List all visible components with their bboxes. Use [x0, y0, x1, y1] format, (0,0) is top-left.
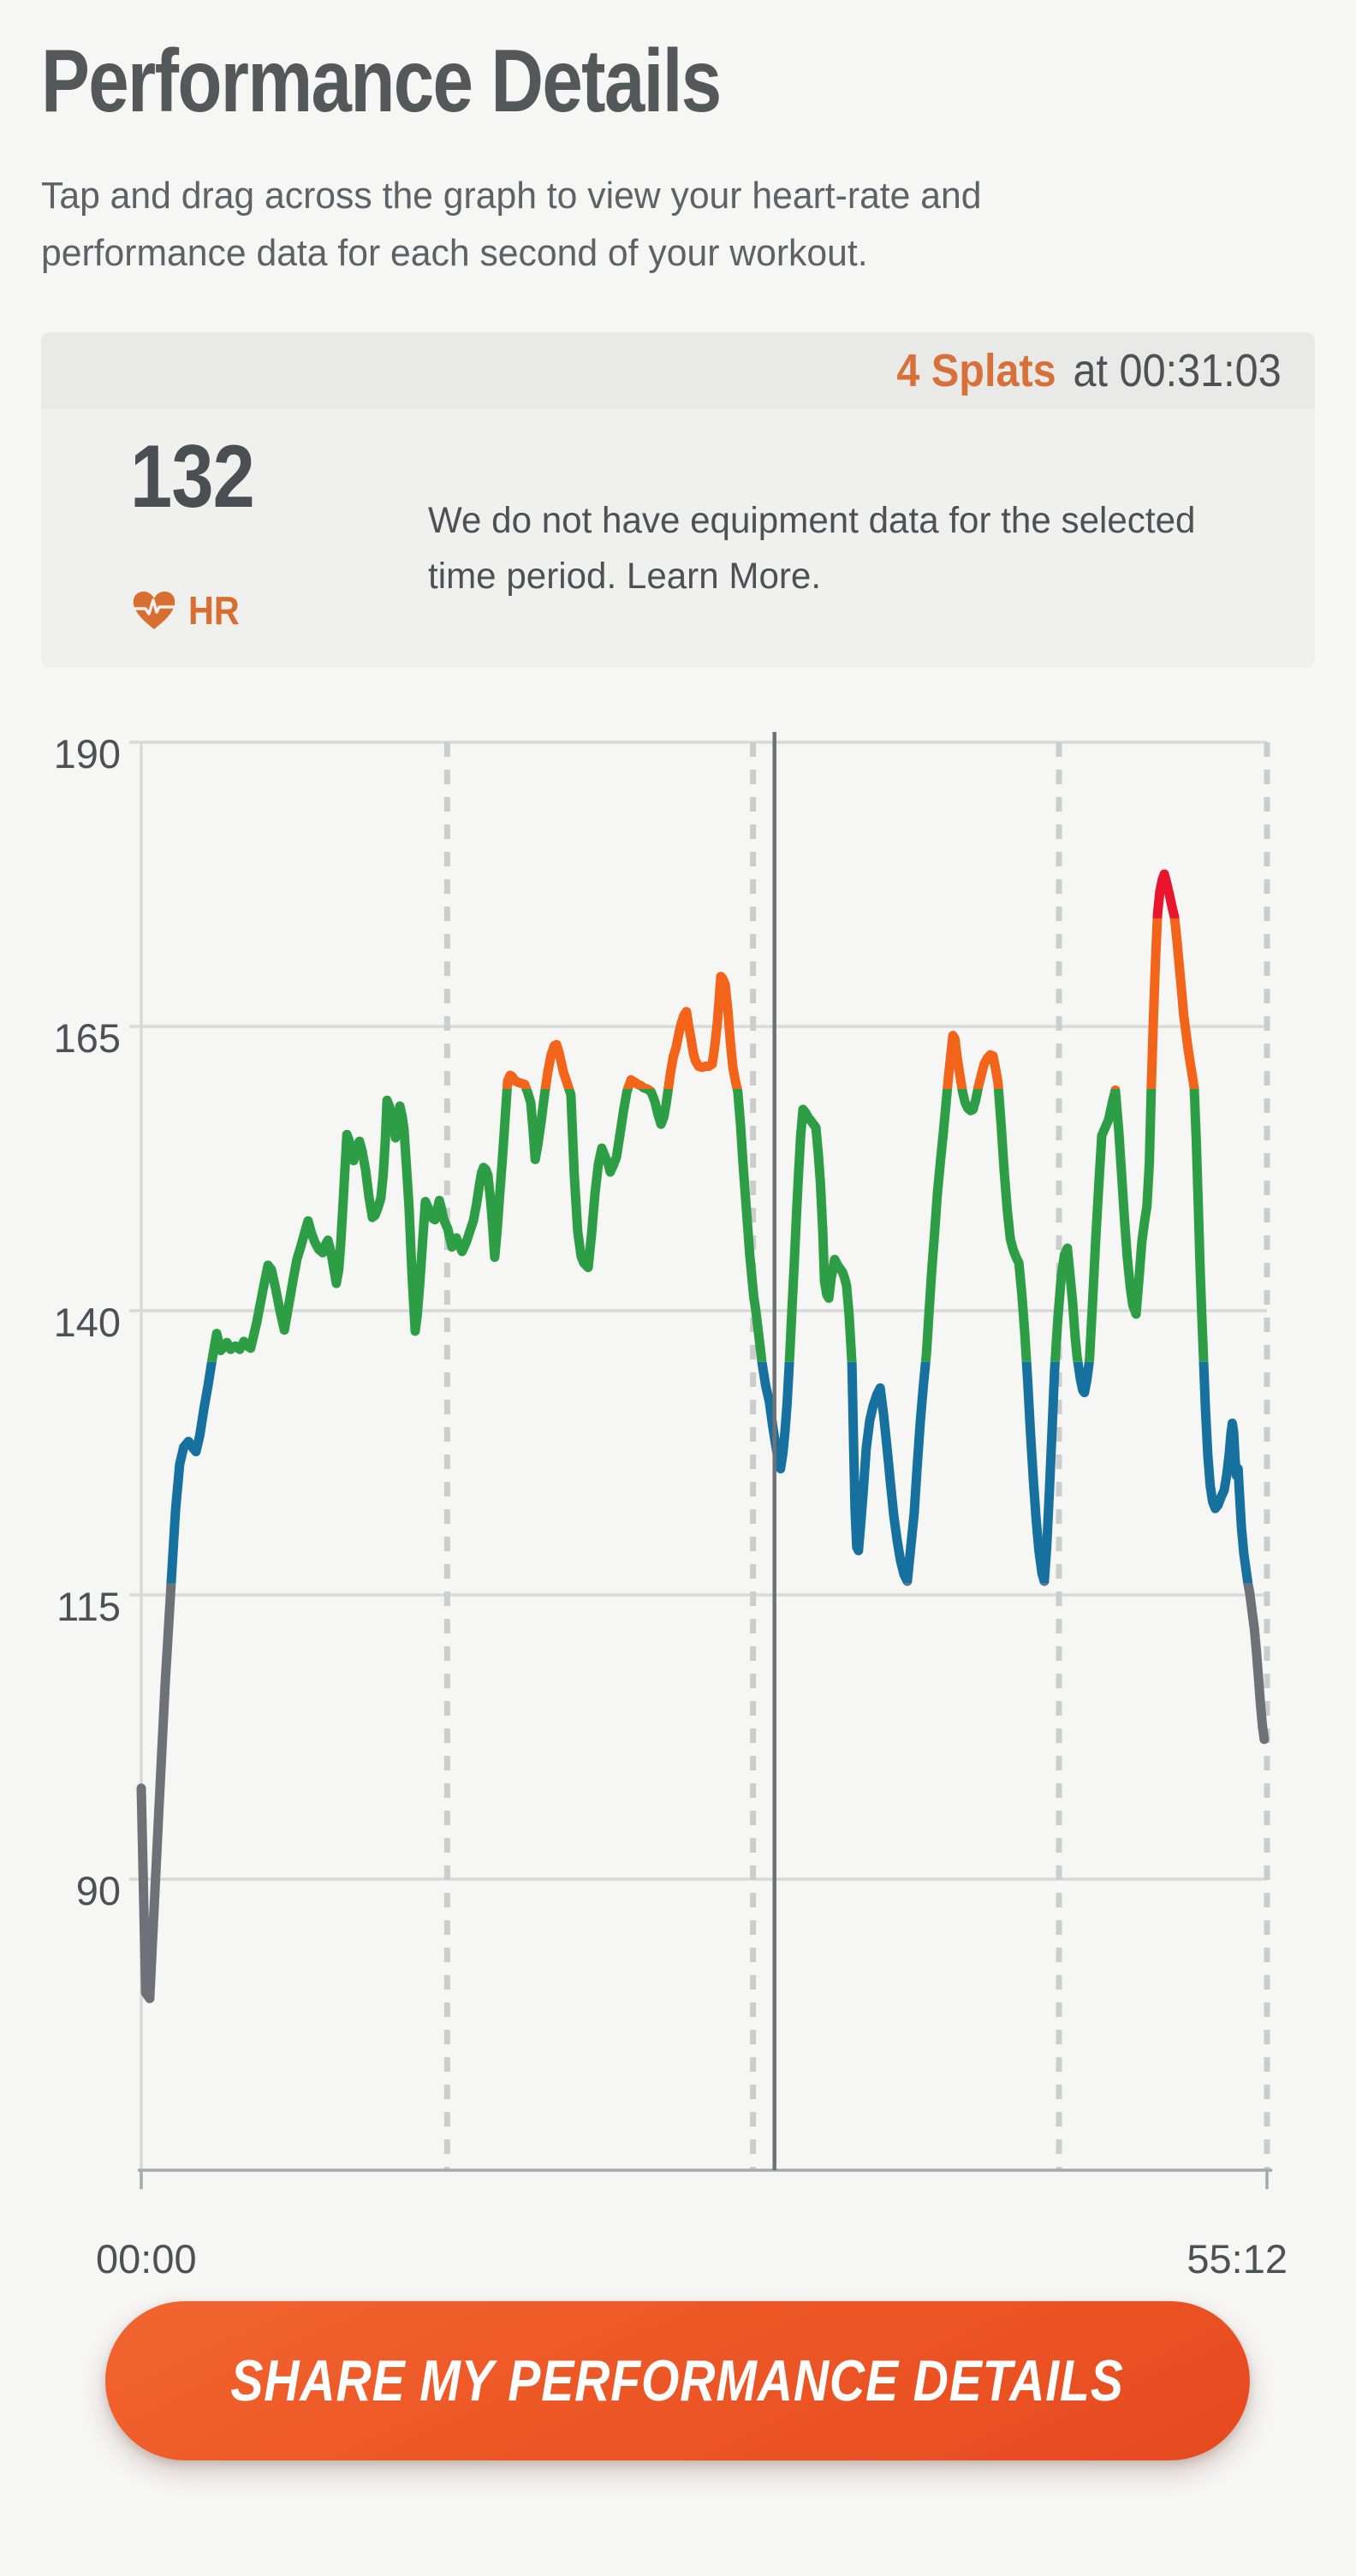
selected-time: at 00:31:03	[1073, 345, 1282, 396]
summary-card: 4 Splats at 00:31:03 132 HR We do not ha…	[41, 332, 1315, 668]
share-performance-button-label: SHARE MY PERFORMANCE DETAILS	[230, 2348, 1125, 2413]
y-tick-label-140: 140	[54, 1300, 121, 1345]
learn-more-link[interactable]: Learn More.	[626, 555, 822, 597]
x-label-end: 55:12	[1186, 2236, 1288, 2282]
x-label-start: 00:00	[96, 2236, 197, 2282]
hr-line-zone-green	[206, 1089, 1209, 1362]
splat-count: 4 Splats	[895, 345, 1056, 396]
share-performance-button[interactable]: SHARE MY PERFORMANCE DETAILS	[105, 2301, 1250, 2460]
hr-line-zone-red	[1152, 869, 1180, 919]
hr-line-zone-gray	[136, 1583, 1270, 2003]
equipment-message-text: We do not have equipment data for the se…	[428, 500, 1196, 597]
y-tick-label-165: 165	[54, 1015, 121, 1061]
heart-pulse-icon	[132, 590, 176, 631]
heart-rate-unit-label: HR	[188, 588, 240, 633]
summary-card-header: 4 Splats at 00:31:03	[41, 332, 1315, 409]
heart-rate-chart[interactable]: 190 165 140 115 90 00:00 55:12	[0, 719, 1356, 2286]
heart-rate-chart-svg[interactable]: 190 165 140 115 90 00:00 55:12	[0, 719, 1356, 2286]
y-tick-label-190: 190	[54, 731, 121, 776]
heart-rate-block: 132 HR	[130, 426, 387, 633]
page-subtitle: Tap and drag across the graph to view yo…	[41, 175, 982, 274]
page-title: Performance Details	[41, 32, 722, 131]
y-tick-label-90: 90	[76, 1868, 121, 1913]
heart-rate-value: 132	[130, 427, 255, 527]
equipment-message: We do not have equipment data for the se…	[428, 493, 1234, 604]
hr-line-zone-orange	[502, 918, 1199, 1090]
y-tick-label-115: 115	[56, 1584, 121, 1629]
hr-line-zone-blue	[166, 1361, 1253, 1584]
